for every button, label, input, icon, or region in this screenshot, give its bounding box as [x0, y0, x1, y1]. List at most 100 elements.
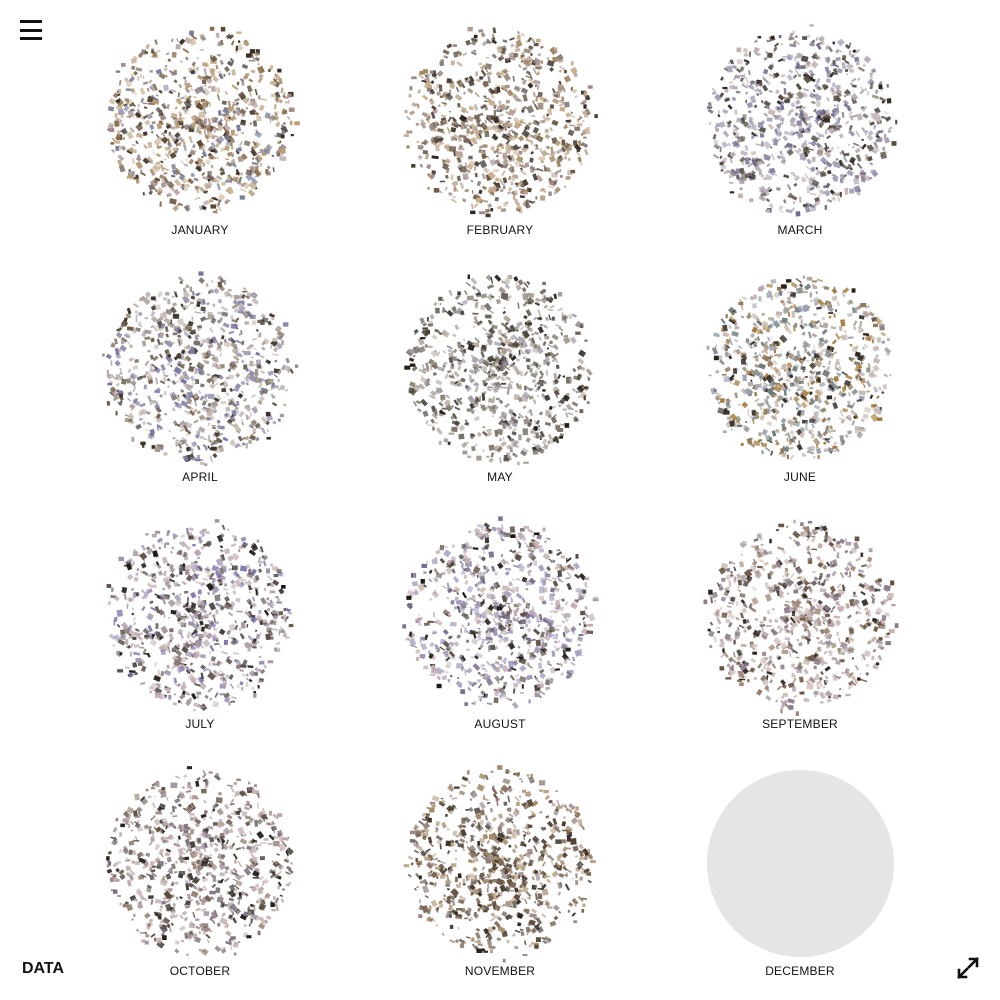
photo-fragment — [561, 312, 564, 315]
photo-fragment — [505, 105, 510, 111]
photo-fragment — [812, 313, 817, 316]
photo-fragment — [539, 187, 545, 193]
photo-fragment — [473, 203, 479, 209]
photo-fragment — [232, 110, 237, 115]
photo-fragment — [230, 158, 235, 164]
photo-fragment — [786, 184, 792, 191]
month-cell-may[interactable]: MAY — [350, 267, 650, 514]
photo-fragment — [810, 140, 817, 147]
photo-fragment — [875, 139, 882, 142]
photo-fragment — [249, 412, 253, 417]
photo-fragment — [208, 602, 217, 611]
photo-fragment — [837, 197, 840, 202]
photo-fragment — [249, 122, 252, 125]
photo-fragment — [767, 359, 772, 366]
photo-fragment — [274, 325, 283, 333]
photo-fragment — [128, 116, 132, 119]
photo-fragment — [505, 149, 511, 154]
photo-fragment — [771, 35, 775, 40]
photo-fragment — [166, 360, 173, 367]
photo-fragment — [255, 328, 259, 333]
photo-fragment — [409, 363, 416, 367]
photo-fragment — [832, 446, 838, 449]
photo-fragment — [178, 598, 181, 604]
photo-fragment — [810, 100, 816, 105]
photo-fragment — [735, 90, 741, 94]
photo-fragment — [433, 86, 439, 92]
photo-fragment — [854, 174, 860, 179]
photo-fragment — [242, 659, 248, 666]
photo-fragment — [800, 108, 804, 112]
photo-fragment — [134, 358, 140, 364]
photo-fragment — [727, 416, 732, 420]
photo-fragment — [501, 333, 508, 340]
photo-fragment — [745, 421, 748, 423]
photo-fragment — [154, 161, 161, 166]
photo-fragment — [885, 115, 892, 122]
photo-fragment — [757, 81, 764, 87]
photo-fragment — [720, 318, 726, 325]
photo-fragment — [544, 128, 549, 133]
photo-fragment — [145, 43, 151, 50]
hamburger-menu-icon[interactable] — [20, 20, 44, 40]
photo-fragment — [856, 113, 863, 121]
photo-fragment — [823, 286, 830, 290]
photo-fragment — [741, 366, 748, 372]
photo-fragment — [422, 94, 429, 101]
photo-fragment — [466, 169, 471, 174]
photo-fragment — [167, 529, 171, 534]
photo-fragment — [833, 104, 837, 107]
photo-fragment — [142, 445, 145, 448]
photo-fragment — [788, 389, 791, 392]
month-cell-february[interactable]: FEBRUARY — [350, 20, 650, 267]
photo-fragment — [176, 337, 183, 343]
photo-fragment — [843, 329, 847, 333]
month-cell-june[interactable]: JUNE — [650, 267, 950, 514]
photo-fragment — [752, 354, 759, 359]
photo-fragment — [500, 411, 506, 418]
photo-fragment — [483, 95, 487, 98]
photo-fragment — [462, 198, 467, 203]
photo-fragment — [194, 306, 197, 310]
photo-fragment — [452, 333, 457, 338]
photo-fragment — [225, 657, 233, 665]
photo-fragment — [739, 156, 746, 163]
photo-fragment — [813, 359, 823, 368]
photo-fragment — [137, 154, 141, 158]
photo-fragment — [223, 66, 230, 73]
photo-fragment — [149, 168, 156, 177]
month-cell-march[interactable]: MARCH — [650, 20, 950, 267]
photo-fragment — [243, 41, 249, 45]
photo-fragment — [544, 351, 552, 358]
photo-fragment — [258, 645, 264, 650]
photo-fragment — [496, 109, 503, 113]
photo-fragment — [750, 379, 753, 382]
photo-fragment — [844, 43, 851, 50]
month-cell-january[interactable]: JANUARY — [50, 20, 350, 267]
photo-fragment — [783, 389, 787, 396]
photo-fragment — [194, 399, 198, 407]
month-cell-july[interactable]: JULY — [50, 514, 350, 761]
photo-fragment — [228, 338, 233, 341]
photo-fragment — [804, 425, 809, 432]
photo-fragment — [154, 377, 159, 385]
photo-fragment — [257, 95, 261, 100]
photo-fragment — [176, 643, 181, 648]
photo-fragment — [163, 372, 166, 375]
photo-fragment — [799, 104, 803, 109]
photo-fragment — [159, 539, 163, 545]
photo-fragment — [710, 387, 717, 395]
photo-fragment — [470, 210, 476, 215]
photo-fragment — [767, 123, 774, 130]
photo-fragment — [797, 74, 802, 78]
photo-fragment — [434, 391, 440, 394]
photo-fragment — [556, 155, 564, 163]
photo-fragment — [115, 99, 120, 103]
photo-fragment — [806, 34, 811, 38]
photo-fragment — [504, 284, 511, 290]
photo-fragment — [842, 164, 849, 171]
photo-fragment — [517, 302, 520, 309]
photo-fragment — [873, 124, 877, 130]
photo-fragment — [470, 354, 475, 360]
month-cell-april[interactable]: APRIL — [50, 267, 350, 514]
